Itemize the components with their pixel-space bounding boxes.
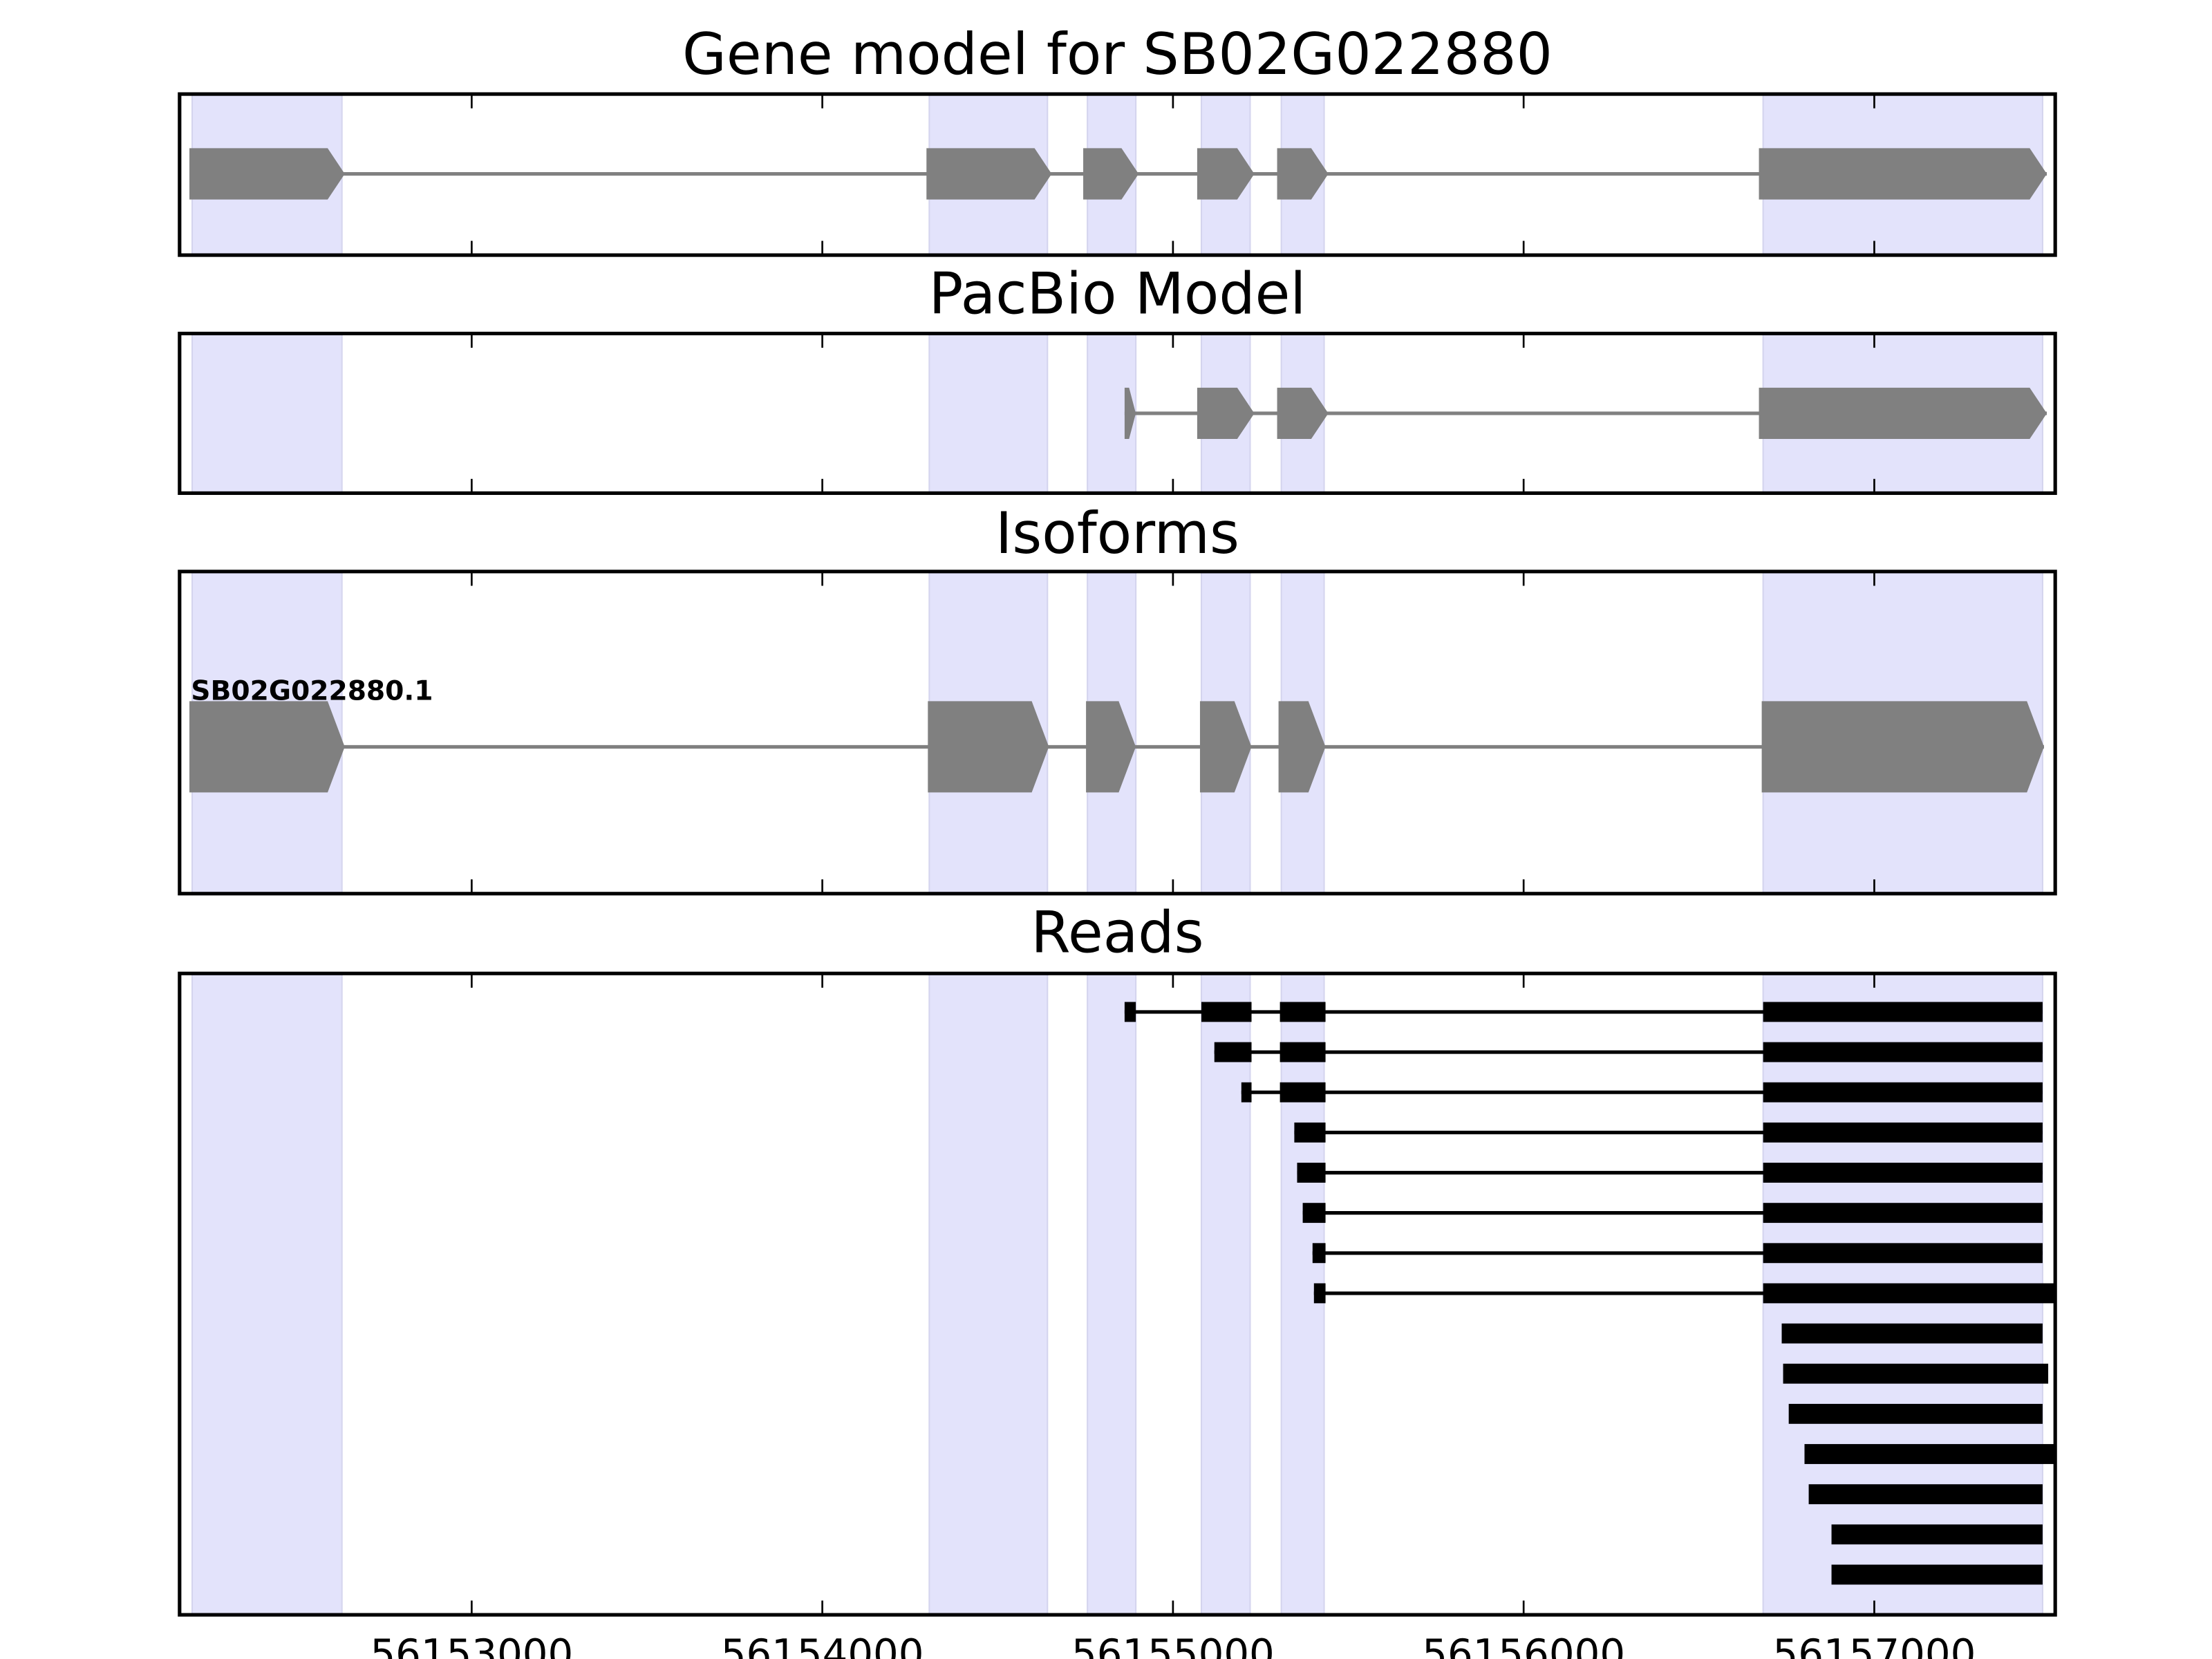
panel-title-gene-model: Gene model for SB02G022880: [682, 21, 1553, 88]
read-block: [1831, 1524, 2043, 1545]
panel-frame: [178, 971, 2057, 1617]
x-tick-label: 56156000: [1422, 1630, 1625, 1659]
exon-arrow: [189, 701, 345, 793]
read-block: [1763, 1283, 2056, 1304]
exon-arrow: [1197, 387, 1255, 440]
exon-arrow: [1086, 701, 1136, 793]
x-tick-label: 56155000: [1071, 1630, 1275, 1659]
isoform-label: SB02G022880.1: [191, 675, 433, 706]
read-block: [1763, 1163, 2043, 1183]
exon-arrow: [1197, 148, 1255, 200]
x-tick-label: 56157000: [1773, 1630, 1976, 1659]
read-block: [1124, 1002, 1136, 1022]
read-block: [1783, 1363, 2049, 1384]
read-block: [1214, 1042, 1252, 1062]
read-block: [1831, 1564, 2043, 1585]
read-block: [1763, 1122, 2043, 1143]
exon-shade-region: [191, 973, 343, 1616]
exon-arrow: [1277, 387, 1329, 440]
read-block: [1763, 1203, 2043, 1224]
read-block: [1763, 1082, 2043, 1103]
exon-arrow: [1759, 148, 2047, 200]
read-block: [1312, 1243, 1326, 1264]
read-block: [1297, 1163, 1326, 1183]
panel-title-isoforms: Isoforms: [995, 500, 1239, 567]
read-block: [1313, 1283, 1326, 1304]
exon-shade-region: [928, 973, 1049, 1616]
exon-arrow: [928, 701, 1049, 793]
panel-title-pacbio-model: PacBio Model: [929, 261, 1306, 328]
read-block: [1808, 1484, 2043, 1505]
exon-arrow: [1278, 701, 1326, 793]
exon-arrow: [1083, 148, 1139, 200]
exon-shade-region: [191, 332, 343, 494]
read-block: [1781, 1323, 2043, 1344]
exon-shade-region: [1200, 973, 1251, 1616]
read-block: [1201, 1002, 1252, 1022]
exon-arrow: [1277, 148, 1329, 200]
read-block: [1280, 1042, 1326, 1062]
panel-frame: [178, 92, 2057, 257]
exon-shade-region: [928, 332, 1049, 494]
exon-arrow: [1124, 387, 1136, 440]
read-block: [1241, 1082, 1252, 1103]
panel-frame: [178, 331, 2057, 495]
read-block: [1280, 1082, 1326, 1103]
x-tick-label: 56153000: [370, 1630, 573, 1659]
exon-arrow: [1199, 701, 1252, 793]
panel-title-reads: Reads: [1031, 899, 1203, 966]
panel-frame: [178, 570, 2057, 896]
read-block: [1763, 1002, 2043, 1022]
x-tick-label: 56154000: [721, 1630, 924, 1659]
read-block: [1804, 1444, 2056, 1464]
read-block: [1302, 1203, 1326, 1224]
read-block: [1763, 1243, 2043, 1264]
exon-arrow: [926, 148, 1052, 200]
exon-arrow: [1759, 387, 2047, 440]
read-block: [1294, 1122, 1326, 1143]
exon-arrow: [189, 148, 345, 200]
read-block: [1280, 1002, 1326, 1022]
read-block: [1763, 1042, 2043, 1062]
read-block: [1788, 1403, 2043, 1424]
exon-arrow: [1761, 701, 2044, 793]
exon-shade-region: [1087, 973, 1137, 1616]
